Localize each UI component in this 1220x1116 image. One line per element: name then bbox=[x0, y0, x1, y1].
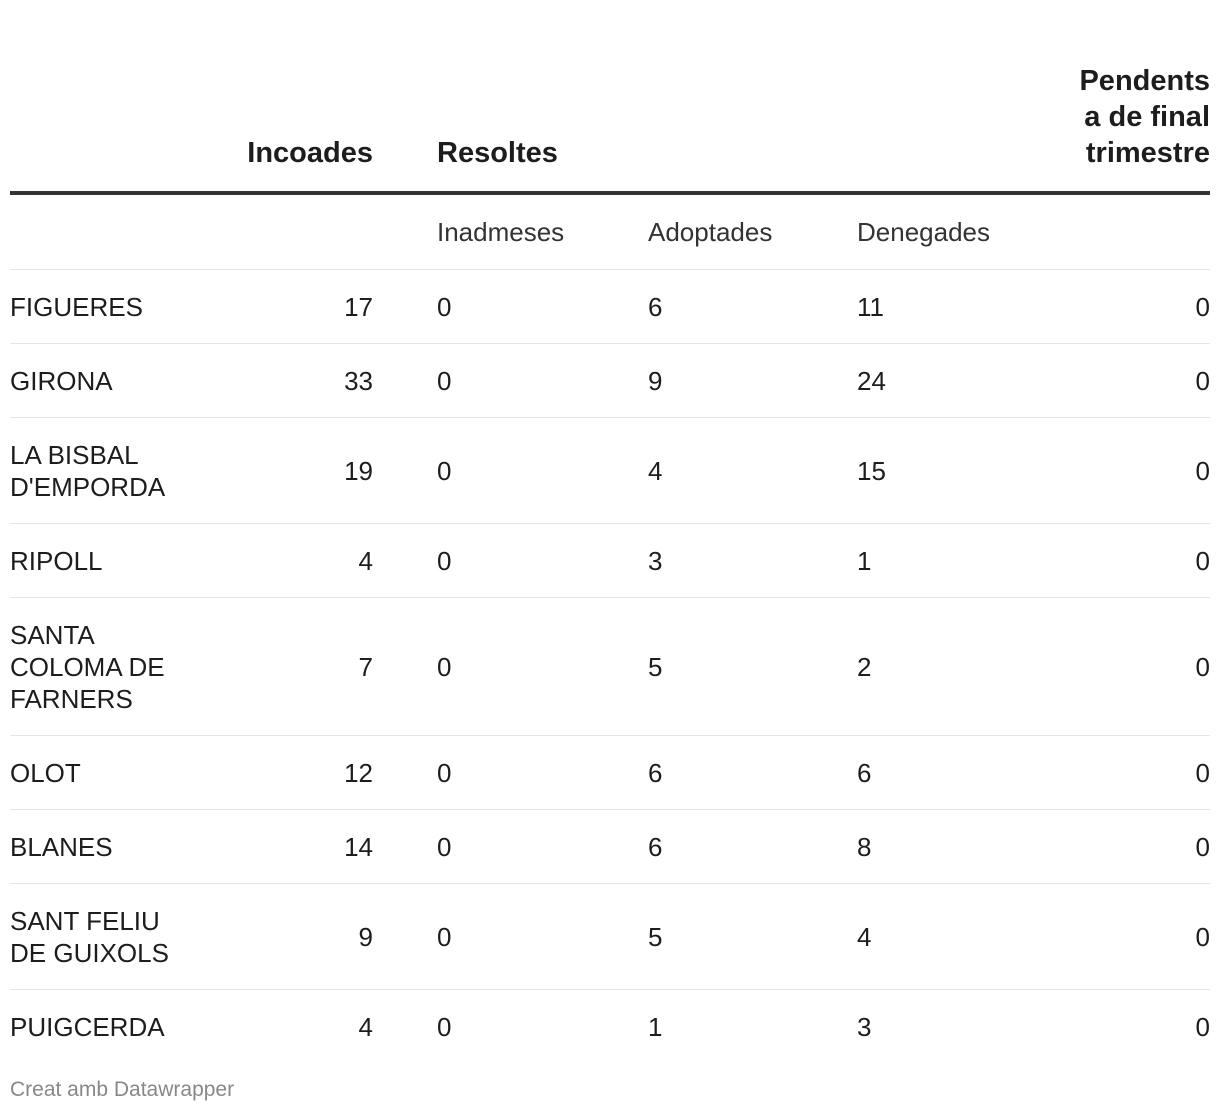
cell-spacer bbox=[373, 343, 437, 418]
cell-pendents: 0 bbox=[1077, 523, 1210, 598]
cell-inadmeses: 0 bbox=[437, 597, 648, 736]
cell-inadmeses: 0 bbox=[437, 1011, 452, 1042]
subheader-empty bbox=[373, 193, 437, 270]
cell-adoptades: 6 bbox=[648, 809, 857, 884]
row-name: RIPOLL bbox=[10, 523, 200, 598]
table-row: SANTA COLOMA DE FARNERS 7 0 5 2 0 bbox=[10, 597, 1210, 736]
cell-adoptades: 4 bbox=[648, 417, 857, 524]
subheader-row: Inadmeses Adoptades Denegades bbox=[10, 193, 1210, 270]
footer-credit: Creat amb Datawrapper bbox=[10, 1078, 235, 1101]
row-name: LA BISBAL D'EMPORDA bbox=[10, 417, 200, 524]
table-row: RIPOLL 4 0 3 1 0 bbox=[10, 523, 1210, 598]
cell-spacer bbox=[373, 735, 437, 810]
cell-inadmeses: 0 bbox=[437, 809, 648, 884]
cell-spacer bbox=[373, 597, 437, 736]
subheader-inadmeses: Inadmeses bbox=[437, 193, 648, 270]
cell-denegades: 15 bbox=[857, 417, 1077, 524]
header-name-column bbox=[10, 0, 200, 195]
cell-adoptades: 6 bbox=[648, 269, 857, 344]
row-name: GIRONA bbox=[10, 343, 200, 418]
table-row: BLANES 14 0 6 8 0 bbox=[10, 809, 1210, 884]
cell-spacer bbox=[373, 269, 437, 344]
cell-spacer bbox=[373, 523, 437, 598]
header-incoades: Incoades bbox=[200, 0, 373, 195]
cell-adoptades: 5 bbox=[648, 883, 857, 990]
cell-adoptades: 3 bbox=[648, 523, 857, 598]
cell-incoades: 4 bbox=[358, 1011, 373, 1042]
cell-pendents: 0 bbox=[1077, 883, 1210, 990]
cell-inadmeses: 0 bbox=[437, 269, 648, 344]
cell-pendents: 0 bbox=[1077, 735, 1210, 810]
cell-inadmeses: 0 bbox=[437, 523, 648, 598]
data-table-container: Incoades Resoltes Pendents a de final tr… bbox=[10, 0, 1210, 1063]
cell-denegades: 1 bbox=[857, 523, 1077, 598]
header-pendents: Pendents a de final trimestre bbox=[1077, 0, 1210, 195]
cell-spacer bbox=[373, 809, 437, 884]
table-row: SANT FELIU DE GUIXOLS 9 0 5 4 0 bbox=[10, 883, 1210, 990]
cell-spacer bbox=[373, 883, 437, 990]
cell-pendents: 0 bbox=[1077, 343, 1210, 418]
cell-spacer bbox=[373, 417, 437, 524]
cell-pendents: 0 bbox=[1195, 1011, 1210, 1042]
cell-denegades: 11 bbox=[857, 269, 1077, 344]
subheader-empty bbox=[200, 193, 373, 270]
cell-denegades: 2 bbox=[857, 597, 1077, 736]
cell-adoptades: 9 bbox=[648, 343, 857, 418]
cell-inadmeses: 0 bbox=[437, 883, 648, 990]
subheader-adoptades: Adoptades bbox=[648, 193, 857, 270]
cell-incoades: 19 bbox=[200, 417, 373, 524]
cell-incoades: 12 bbox=[200, 735, 373, 810]
cell-pendents: 0 bbox=[1077, 417, 1210, 524]
header-row: Incoades Resoltes Pendents a de final tr… bbox=[10, 0, 1210, 195]
header-resoltes: Resoltes bbox=[437, 0, 1077, 195]
cell-incoades: 17 bbox=[200, 269, 373, 344]
table-row: PUIGCERDA 4 0 1 3 0 bbox=[10, 990, 1210, 1064]
cell-adoptades: 6 bbox=[648, 735, 857, 810]
row-name: OLOT bbox=[10, 735, 200, 810]
cell-denegades: 4 bbox=[857, 883, 1077, 990]
cell-pendents: 0 bbox=[1077, 809, 1210, 884]
row-name: FIGUERES bbox=[10, 269, 200, 344]
table-row: FIGUERES 17 0 6 11 0 bbox=[10, 269, 1210, 344]
cell-spacer bbox=[373, 990, 437, 1064]
subheader-empty bbox=[1077, 193, 1210, 270]
cell-incoades: 14 bbox=[200, 809, 373, 884]
cell-incoades: 9 bbox=[200, 883, 373, 990]
row-name: PUIGCERDA bbox=[10, 1011, 165, 1042]
cell-incoades: 4 bbox=[200, 523, 373, 598]
cell-incoades: 7 bbox=[200, 597, 373, 736]
table-row: OLOT 12 0 6 6 0 bbox=[10, 735, 1210, 810]
row-name: SANTA COLOMA DE FARNERS bbox=[10, 597, 200, 736]
row-name: BLANES bbox=[10, 809, 200, 884]
table-row: GIRONA 33 0 9 24 0 bbox=[10, 343, 1210, 418]
cell-adoptades: 5 bbox=[648, 597, 857, 736]
cell-pendents: 0 bbox=[1077, 269, 1210, 344]
subheader-empty bbox=[10, 193, 200, 270]
cell-pendents: 0 bbox=[1077, 597, 1210, 736]
cell-adoptades: 1 bbox=[648, 1011, 663, 1042]
header-spacer bbox=[373, 0, 437, 195]
table-row: LA BISBAL D'EMPORDA 19 0 4 15 0 bbox=[10, 417, 1210, 524]
data-table: Incoades Resoltes Pendents a de final tr… bbox=[10, 0, 1210, 1063]
cell-denegades: 6 bbox=[857, 735, 1077, 810]
cell-inadmeses: 0 bbox=[437, 735, 648, 810]
cell-denegades: 24 bbox=[857, 343, 1077, 418]
cell-inadmeses: 0 bbox=[437, 343, 648, 418]
cell-denegades: 3 bbox=[857, 1011, 872, 1042]
subheader-denegades: Denegades bbox=[857, 193, 1077, 270]
cell-incoades: 33 bbox=[200, 343, 373, 418]
row-name: SANT FELIU DE GUIXOLS bbox=[10, 883, 200, 990]
cell-denegades: 8 bbox=[857, 809, 1077, 884]
cell-inadmeses: 0 bbox=[437, 417, 648, 524]
